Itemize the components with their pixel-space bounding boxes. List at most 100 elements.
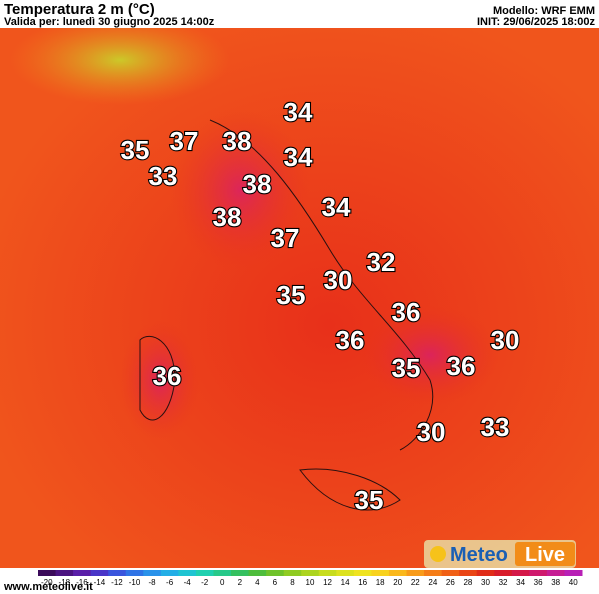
model: Modello: WRF EMM: [493, 5, 595, 17]
colorbar-tick-label: 4: [255, 578, 260, 587]
colorbar-cell: [266, 570, 285, 576]
temperature-label: 37: [271, 223, 300, 253]
temperature-label: 30: [417, 417, 446, 447]
colorbar-tick-label: -8: [149, 578, 157, 587]
colorbar-cell: [38, 570, 57, 576]
colorbar-tick-label: 2: [238, 578, 243, 587]
temperature-label: 35: [277, 280, 306, 310]
colorbar-cell: [231, 570, 250, 576]
colorbar-tick-label: 24: [428, 578, 437, 587]
temperature-label: 30: [324, 265, 353, 295]
header-band: [0, 0, 599, 28]
colorbar-cell: [353, 570, 372, 576]
temperature-label: 37: [170, 126, 199, 156]
colorbar-tick-label: -12: [111, 578, 123, 587]
cool-area: [10, 15, 230, 105]
colorbar-tick-label: 28: [463, 578, 472, 587]
colorbar-cell: [90, 570, 109, 576]
colorbar-cell: [371, 570, 390, 576]
temperature-label: 38: [213, 202, 242, 232]
colorbar-tick-label: 14: [341, 578, 350, 587]
colorbar-cell: [529, 570, 548, 576]
colorbar-cell: [476, 570, 495, 576]
colorbar-cell: [546, 570, 565, 576]
colorbar-cell: [511, 570, 530, 576]
temperature-label: 30: [491, 325, 520, 355]
colorbar-tick-label: 22: [411, 578, 420, 587]
colorbar-cell: [283, 570, 302, 576]
colorbar-tick-label: 30: [481, 578, 490, 587]
colorbar-tick-label: 18: [376, 578, 385, 587]
temperature-label: 35: [121, 135, 150, 165]
valid-time: Valida per: lunedì 30 giugno 2025 14:00z: [4, 16, 215, 28]
colorbar-cell: [424, 570, 443, 576]
colorbar-cell: [459, 570, 478, 576]
colorbar-tick-label: 20: [393, 578, 402, 587]
colorbar-tick-label: 34: [516, 578, 525, 587]
temperature-label: 33: [481, 412, 510, 442]
colorbar-tick-label: 12: [323, 578, 332, 587]
colorbar-cell: [564, 570, 583, 576]
colorbar-cell: [125, 570, 144, 576]
colorbar-tick-label: -4: [184, 578, 192, 587]
temperature-label: 38: [223, 126, 252, 156]
colorbar-tick-label: -6: [166, 578, 174, 587]
logo-text: Live: [525, 544, 565, 566]
colorbar-cell: [143, 570, 162, 576]
logo-live-box: [515, 542, 575, 566]
colorbar-tick-label: 6: [273, 578, 278, 587]
colorbar-cell: [55, 570, 74, 576]
colorbar-tick-label: -10: [129, 578, 141, 587]
colorbar-cell: [406, 570, 425, 576]
colorbar-tick-label: 26: [446, 578, 455, 587]
temperature-label: 35: [392, 353, 421, 383]
colorbar-cell: [301, 570, 320, 576]
map-background: [0, 28, 599, 568]
colorbar-tick-label: 10: [306, 578, 315, 587]
temperature-label: 34: [284, 142, 313, 172]
temperature-label: 36: [447, 351, 476, 381]
temperature-label: 38: [243, 169, 272, 199]
colorbar-tick-label: -16: [76, 578, 88, 587]
colorbar-cell: [336, 570, 355, 576]
colorbar-cell: [195, 570, 214, 576]
site: www.meteolive.it: [3, 581, 93, 593]
coastline: [139, 119, 434, 511]
colorbar-tick-label: -18: [59, 578, 71, 587]
colorbar-tick-label: -20: [41, 578, 53, 587]
temperature-label: 34: [284, 97, 313, 127]
hot-area: [170, 110, 310, 270]
init-time: INIT: 29/06/2025 18:00z: [477, 16, 596, 28]
colorbar-cell: [318, 570, 337, 576]
colorbar-tick-label: 0: [220, 578, 225, 587]
colorbar-tick-label: 36: [534, 578, 543, 587]
colorbar-tick-label: 40: [569, 578, 578, 587]
colorbar-tick-label: 32: [499, 578, 508, 587]
temperature-label: 33: [149, 161, 178, 191]
colorbar-cell: [248, 570, 267, 576]
colorbar-cell: [388, 570, 408, 576]
temperature-label: 35: [355, 485, 384, 515]
hot-area: [360, 305, 500, 405]
colorbar-tick-label: 8: [290, 578, 295, 587]
colorbar-cell: [441, 570, 460, 576]
colorbar-tick-label: -14: [94, 578, 106, 587]
colorbar-cell: [160, 570, 179, 576]
temperature-label: 34: [322, 192, 351, 222]
colorbar-cell: [494, 570, 513, 576]
logo-sun: [430, 546, 446, 562]
logo-text: Meteo: [450, 544, 508, 566]
colorbar-cell: [108, 570, 127, 576]
colorbar-tick-label: -2: [201, 578, 209, 587]
colorbar-tick-label: 38: [551, 578, 560, 587]
colorbar-cell: [73, 570, 92, 576]
colorbar-cell: [213, 570, 232, 576]
temperature-label: 32: [367, 247, 396, 277]
colorbar-tick-label: 16: [358, 578, 367, 587]
title: Temperatura 2 m (°C): [4, 1, 155, 18]
temperature-label: 36: [336, 325, 365, 355]
temperature-label: 36: [392, 297, 421, 327]
colorbar-cell: [178, 570, 197, 576]
